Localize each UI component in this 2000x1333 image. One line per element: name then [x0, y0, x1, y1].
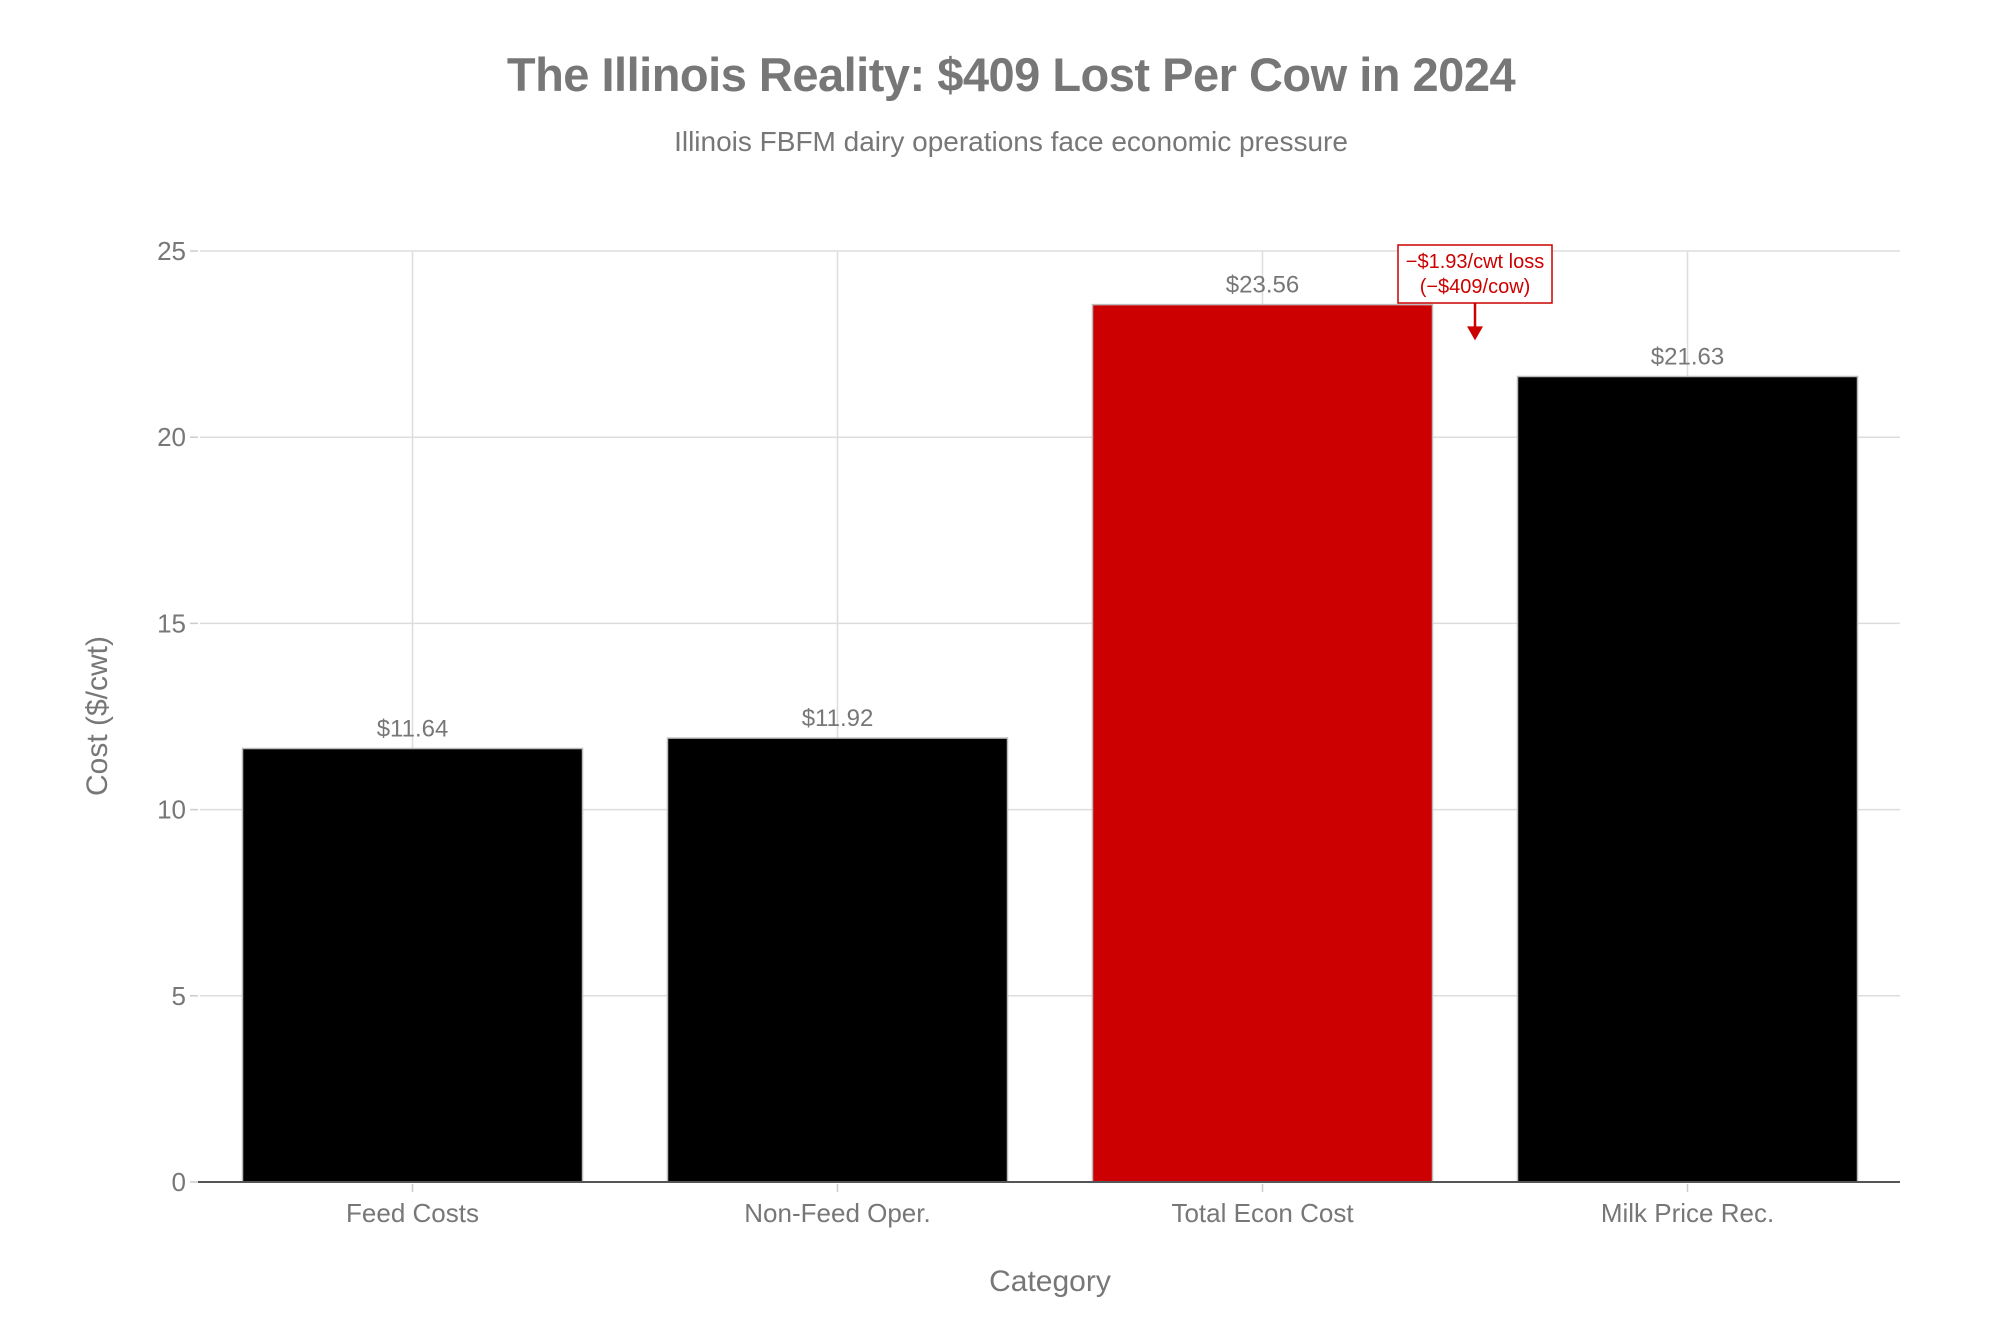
axes: 0 5 10 15 20 25 Feed Costs Non-Feed Oper. Total …	[157, 236, 1900, 1228]
y-tick-label: 25	[157, 236, 186, 266]
x-tick-label: Feed Costs	[346, 1198, 479, 1228]
y-tick-label: 0	[172, 1167, 186, 1197]
y-tick-label: 10	[157, 795, 186, 825]
chart-subtitle: Illinois FBFM dairy operations face econ…	[674, 126, 1348, 157]
x-tick-label: Total Econ Cost	[1171, 1198, 1354, 1228]
bar	[241, 747, 584, 1183]
annotation-arrow-head-icon	[1467, 326, 1483, 341]
chart-title: The Illinois Reality: $409 Lost Per Cow …	[507, 48, 1516, 101]
annotation-box	[1397, 244, 1553, 304]
bar	[1516, 375, 1859, 1183]
x-axis-title: Category	[989, 1265, 1111, 1298]
bar-value-label: $21.63	[1651, 343, 1724, 370]
annotation-line-2: (−$409/cow)	[1420, 276, 1531, 298]
bar	[666, 737, 1009, 1183]
bar	[1091, 303, 1434, 1183]
data-labels: $11.64 $11.92 $23.56 $21.63	[377, 272, 1725, 743]
bar-value-label: $23.56	[1226, 272, 1299, 299]
y-tick-label: 5	[172, 981, 186, 1011]
x-tick-label: Non-Feed Oper.	[744, 1198, 930, 1228]
y-tick-label: 20	[157, 422, 186, 452]
loss-annotation: −$1.93/cwt loss (−$409/cow)	[1397, 244, 1553, 341]
y-axis-title: Cost ($/cwt)	[81, 636, 114, 796]
x-tick-label: Milk Price Rec.	[1601, 1198, 1774, 1228]
bar-value-label: $11.92	[802, 705, 874, 732]
y-tick-label: 15	[157, 608, 186, 638]
bars	[241, 303, 1859, 1183]
bar-value-label: $11.64	[377, 716, 449, 743]
annotation-line-1: −$1.93/cwt loss	[1406, 251, 1544, 273]
